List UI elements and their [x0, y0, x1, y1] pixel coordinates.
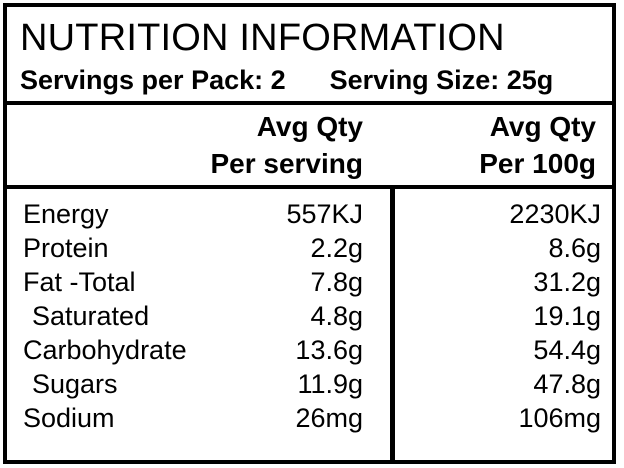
nutrient-table-body: Energy 557KJ Protein 2.2g Fat -Total 7.8…	[7, 189, 612, 460]
per-serving-value: 2.2g	[310, 233, 363, 263]
per-serving-value: 7.8g	[310, 267, 363, 297]
per-100g-value: 106mg	[518, 403, 601, 433]
nutrient-name: Sugars	[32, 369, 118, 399]
column-header-line1: Avg Qty	[489, 111, 596, 142]
nutrient-name: Energy	[23, 199, 109, 229]
nutrient-row: Protein 2.2g	[7, 231, 390, 265]
per-100g-value: 31.2g	[533, 267, 601, 297]
nutrient-row: Sodium 26mg	[7, 401, 390, 435]
column-header-line1: Avg Qty	[256, 111, 363, 142]
per-serving-pane: Energy 557KJ Protein 2.2g Fat -Total 7.8…	[7, 189, 395, 460]
servings-per-pack: Servings per Pack: 2	[20, 65, 286, 95]
per-serving-value: 26mg	[295, 403, 363, 433]
nutrient-name: Sodium	[23, 403, 115, 433]
nutrition-information-panel: NUTRITION INFORMATION Servings per Pack:…	[3, 3, 616, 464]
servings-line: Servings per Pack: 2 Serving Size: 25g	[20, 62, 602, 99]
nutrient-name: Saturated	[32, 301, 150, 331]
nutrient-row: Carbohydrate 13.6g	[7, 333, 390, 367]
nutrient-row: Sugars 11.9g	[7, 367, 390, 401]
column-header-row: Avg Qty Per serving Avg Qty Per 100g	[7, 105, 612, 189]
nutrient-row: Fat -Total 7.8g	[7, 265, 390, 299]
column-header-line2: Per 100g	[479, 148, 596, 179]
per-100g-pane: 2230KJ 8.6g 31.2g 19.1g 54.4g 47.8g 106m…	[395, 189, 612, 460]
column-header-per-100g: Avg Qty Per 100g	[390, 108, 612, 185]
nutrient-name: Fat -Total	[23, 267, 136, 297]
nutrient-name: Protein	[23, 233, 109, 263]
column-header-line2: Per serving	[210, 148, 363, 179]
nutrient-row: Saturated 4.8g	[7, 299, 390, 333]
per-100g-value: 47.8g	[533, 369, 601, 399]
panel-title: NUTRITION INFORMATION	[20, 17, 505, 59]
nutrient-row: Energy 557KJ	[7, 197, 390, 231]
serving-size: Serving Size: 25g	[329, 65, 554, 95]
per-serving-value: 13.6g	[295, 335, 363, 365]
per-100g-value: 8.6g	[548, 233, 601, 263]
per-100g-value: 54.4g	[533, 335, 601, 365]
per-100g-value: 19.1g	[533, 301, 601, 331]
per-serving-value: 4.8g	[310, 301, 363, 331]
title-section: NUTRITION INFORMATION Servings per Pack:…	[7, 7, 612, 105]
per-serving-value: 11.9g	[297, 369, 363, 399]
per-100g-value: 2230KJ	[509, 199, 601, 229]
nutrient-name: Carbohydrate	[23, 335, 187, 365]
column-header-per-serving: Avg Qty Per serving	[7, 108, 390, 185]
per-serving-value: 557KJ	[286, 199, 363, 229]
